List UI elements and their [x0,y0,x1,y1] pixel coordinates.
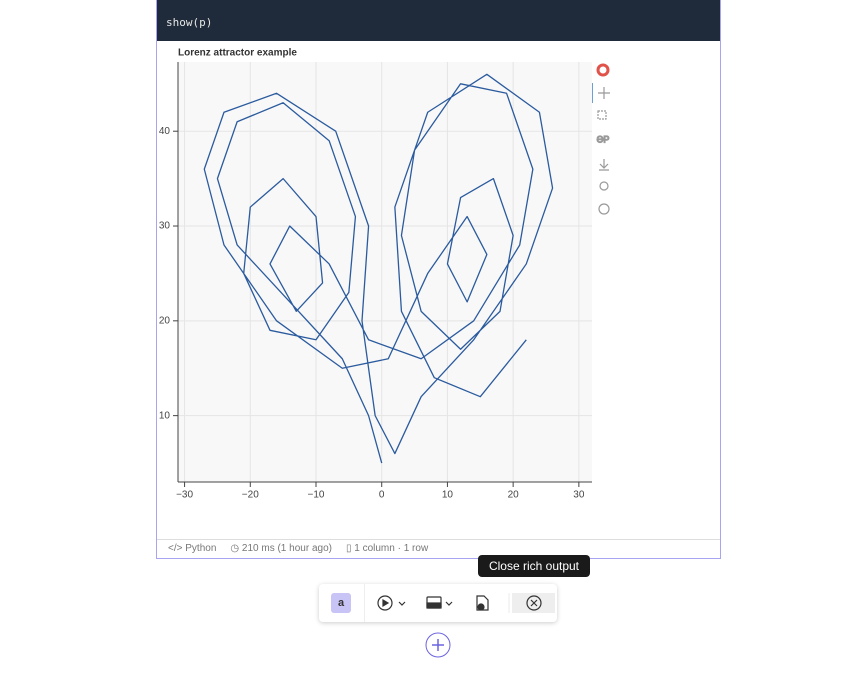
shape: ▯ 1 column · 1 row [345,543,429,554]
x-tick-label: −10 [308,490,325,501]
svg-text:ƏP: ƏP [597,134,610,144]
x-tick-label: 30 [573,490,585,501]
footer: </> Python ◷ 210 ms (1 hour ago) ▯ 1 col… [168,543,428,554]
plot-toolbar: ƏP [591,63,610,215]
x-tick-label: 10 [442,490,454,501]
y-tick-label: 30 [159,221,171,232]
shape-text: 1 column · 1 row [354,543,429,554]
cell-toolbar: a [319,584,557,622]
sep [364,584,365,622]
code-area [157,0,720,41]
x-tick-label: −20 [242,490,259,501]
language-text: Python [185,543,217,554]
y-tick-label: 20 [159,315,171,326]
y-tick-label: 40 [159,126,171,137]
chart-title: Lorenz attractor example [178,48,297,59]
y-tick-label: 10 [159,410,171,421]
footer-divider [157,539,720,540]
language: </> Python [168,543,217,554]
plot-area [178,62,592,482]
add-cell[interactable] [424,631,454,661]
timing-text: 210 ms (1 hour ago) [241,543,332,554]
toolbar-icons[interactable] [375,593,555,613]
badge[interactable]: a [331,593,351,613]
chart: Lorenz attractor example ƏP −30 −20 −10 0 10… [159,48,610,501]
line [203,73,554,464]
cell [156,0,721,559]
code: show(p) [166,16,213,29]
tooltip: Close rich output [478,555,590,577]
timing: ◷ 210 ms (1 hour ago) [230,543,332,554]
x-tick-label: 0 [379,490,385,501]
x-tick-label: 20 [508,490,520,501]
x-tick-label: −30 [176,490,193,501]
